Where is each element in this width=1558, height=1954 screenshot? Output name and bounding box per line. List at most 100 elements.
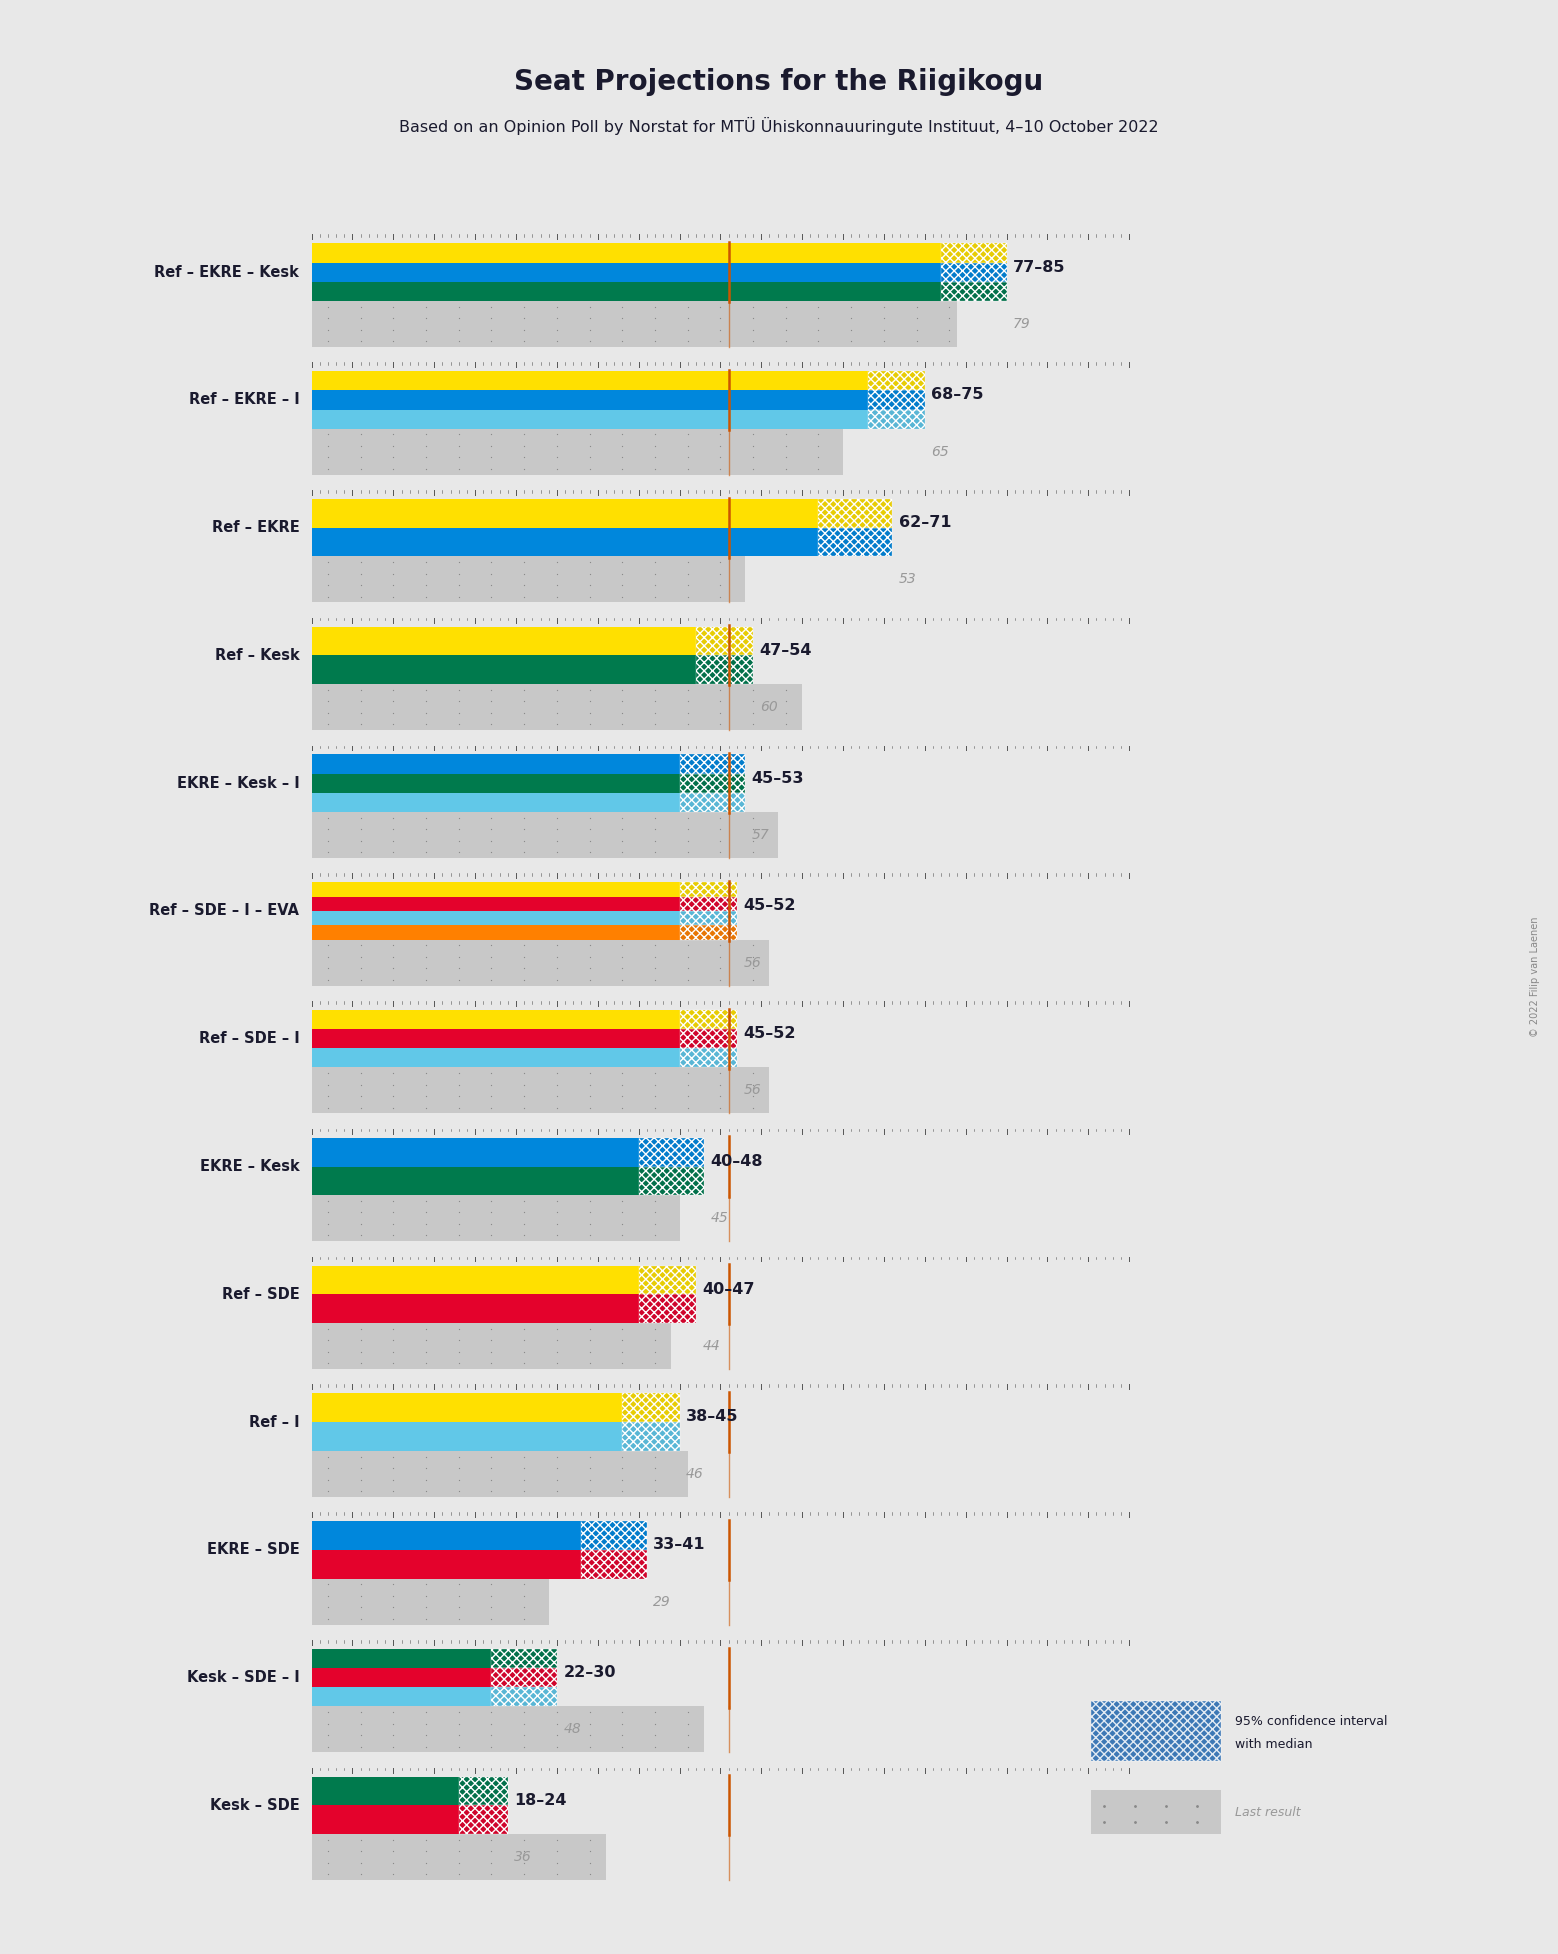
Bar (679, 926, 737, 940)
Bar (679, 1049, 737, 1067)
Bar (312, 655, 696, 684)
Text: 62–71: 62–71 (899, 516, 950, 530)
Bar (312, 1030, 679, 1047)
Text: 44: 44 (703, 1338, 720, 1352)
Bar (622, 1423, 679, 1450)
Bar (312, 627, 696, 655)
Bar (581, 1550, 647, 1579)
Bar (312, 1550, 581, 1579)
Text: 45–52: 45–52 (743, 899, 796, 913)
Text: 56: 56 (743, 956, 760, 969)
Bar (679, 754, 745, 813)
Text: 33–41: 33–41 (653, 1538, 706, 1551)
Text: EKRE – Kesk: EKRE – Kesk (199, 1159, 299, 1174)
Bar (312, 940, 770, 985)
Text: Ref – SDE: Ref – SDE (221, 1288, 299, 1301)
Bar (581, 1520, 647, 1550)
Text: 45: 45 (710, 1211, 728, 1225)
Bar (312, 793, 679, 813)
Bar (1091, 1702, 1221, 1761)
Bar (312, 754, 679, 774)
Bar (312, 617, 1137, 627)
Bar (679, 1010, 737, 1067)
Bar (312, 746, 1137, 754)
Bar (458, 1805, 508, 1835)
Bar (1091, 1702, 1221, 1761)
Bar (679, 1010, 737, 1030)
Bar (696, 627, 753, 655)
Bar (312, 1669, 491, 1686)
Bar (679, 793, 745, 813)
Bar (312, 1067, 770, 1114)
Bar (679, 883, 737, 897)
Text: 18–24: 18–24 (514, 1792, 567, 1807)
Bar (622, 1393, 679, 1423)
Bar (312, 1579, 548, 1624)
Text: 77–85: 77–85 (1013, 260, 1066, 276)
Text: 65: 65 (932, 446, 949, 459)
Text: © 2022 Filip van Laenen: © 2022 Filip van Laenen (1530, 916, 1539, 1038)
Text: 29: 29 (653, 1594, 671, 1608)
Text: Ref – EKRE: Ref – EKRE (212, 520, 299, 535)
Text: EKRE – SDE: EKRE – SDE (207, 1542, 299, 1557)
Bar (696, 655, 753, 684)
Bar (679, 1030, 737, 1047)
Bar (818, 528, 893, 557)
Bar (679, 883, 737, 897)
Text: 68–75: 68–75 (932, 387, 983, 403)
Bar (679, 897, 737, 911)
Bar (312, 1294, 639, 1323)
Bar (491, 1686, 556, 1706)
Bar (868, 410, 925, 428)
Text: Kesk – SDE: Kesk – SDE (210, 1798, 299, 1813)
Bar (679, 911, 737, 926)
Bar (639, 1266, 696, 1323)
Bar (312, 911, 679, 926)
Text: Seat Projections for the Riigikogu: Seat Projections for the Riigikogu (514, 68, 1044, 96)
Bar (312, 234, 1137, 244)
Bar (639, 1294, 696, 1323)
Text: Ref – SDE – I: Ref – SDE – I (198, 1032, 299, 1045)
Text: 95% confidence interval: 95% confidence interval (1234, 1716, 1387, 1727)
Bar (312, 528, 818, 557)
Bar (639, 1266, 696, 1294)
Text: 22–30: 22–30 (564, 1665, 615, 1680)
Bar (941, 281, 1006, 301)
Bar (312, 1686, 491, 1706)
Bar (941, 244, 1006, 262)
Bar (491, 1686, 556, 1706)
Bar (868, 410, 925, 428)
Bar (312, 371, 868, 391)
Bar (312, 1520, 581, 1550)
Bar (679, 1010, 737, 1030)
Bar (868, 371, 925, 391)
Text: 45–52: 45–52 (743, 1026, 796, 1041)
Bar (696, 655, 753, 684)
Bar (818, 528, 893, 557)
Bar (312, 490, 1137, 498)
Bar (312, 1393, 622, 1423)
Text: with median: with median (1234, 1739, 1312, 1751)
Bar (868, 371, 925, 391)
Bar (312, 1323, 671, 1370)
Bar (312, 883, 679, 897)
Bar (941, 262, 1006, 281)
Bar (696, 627, 753, 684)
Bar (491, 1669, 556, 1686)
Bar (312, 1137, 639, 1167)
Bar (679, 793, 745, 813)
Bar (312, 1266, 639, 1294)
Bar (491, 1649, 556, 1706)
Bar (679, 897, 737, 911)
Bar (458, 1805, 508, 1835)
Text: 45–53: 45–53 (751, 770, 804, 786)
Bar (818, 498, 893, 528)
Bar (312, 1706, 704, 1753)
Text: Based on an Opinion Poll by Norstat for MTÜ Ühiskonnauuringute Instituut, 4–10 O: Based on an Opinion Poll by Norstat for … (399, 117, 1159, 135)
Text: 56: 56 (743, 1083, 760, 1098)
Bar (312, 301, 958, 348)
Text: 40–47: 40–47 (703, 1282, 756, 1297)
Bar (312, 897, 679, 911)
Bar (312, 391, 868, 410)
Bar (941, 244, 1006, 301)
